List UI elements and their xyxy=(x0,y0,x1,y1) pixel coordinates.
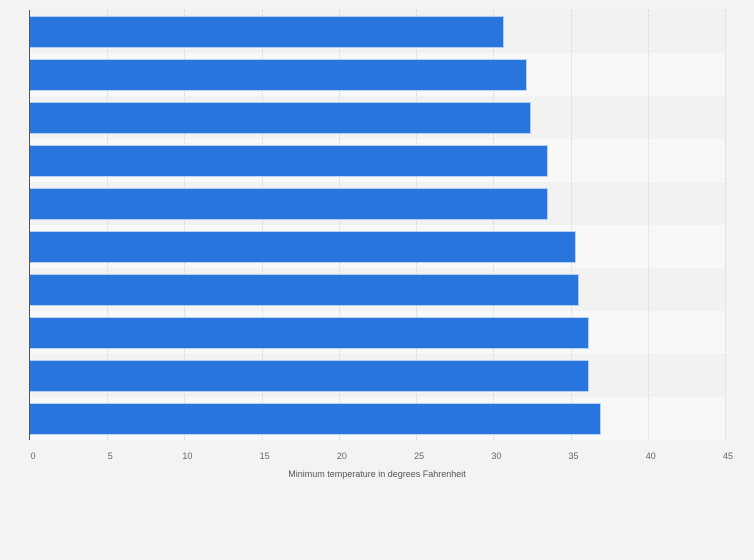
x-tick-label: 5 xyxy=(107,451,113,461)
bar[interactable] xyxy=(30,16,503,47)
x-tick-label: 45 xyxy=(722,451,734,461)
bar[interactable] xyxy=(30,317,588,348)
gridline xyxy=(493,10,495,440)
x-tick-label: 30 xyxy=(491,451,502,461)
bar[interactable] xyxy=(30,145,548,176)
x-tick-label: 10 xyxy=(182,451,193,461)
bar[interactable] xyxy=(30,274,579,305)
bar[interactable] xyxy=(30,360,588,391)
plot-area xyxy=(30,10,726,440)
y-axis-line xyxy=(29,10,30,440)
gridline xyxy=(184,10,186,440)
bar[interactable] xyxy=(30,102,531,133)
x-tick-label: 40 xyxy=(645,451,656,461)
bar[interactable] xyxy=(30,59,526,90)
gridline xyxy=(725,10,726,440)
gridline xyxy=(107,10,109,440)
gridline xyxy=(338,10,340,440)
gridline xyxy=(261,10,263,440)
gridline xyxy=(647,10,649,440)
x-tick-label: 20 xyxy=(336,451,347,461)
x-tick-label: 25 xyxy=(414,451,425,461)
bar[interactable] xyxy=(30,403,600,434)
bar[interactable] xyxy=(30,188,548,219)
x-axis-label: Minimum temperature in degrees Fahrenhei… xyxy=(288,469,466,479)
x-tick-label: 15 xyxy=(259,451,270,461)
bar[interactable] xyxy=(30,231,576,262)
x-tick-label: 0 xyxy=(30,451,36,461)
gridline xyxy=(570,10,572,440)
x-tick-label: 35 xyxy=(568,451,579,461)
gridline xyxy=(416,10,418,440)
